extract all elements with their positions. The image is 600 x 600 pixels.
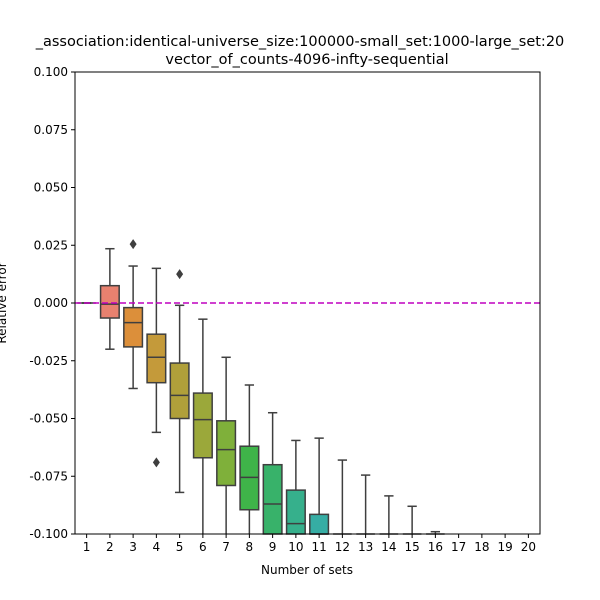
axes-border	[74, 71, 541, 535]
x-tick-label: 10	[288, 540, 303, 554]
plot-area	[75, 72, 540, 534]
x-tick-label: 8	[246, 540, 254, 554]
box	[146, 333, 167, 384]
y-tick-label: 0.100	[34, 65, 68, 79]
x-tick-label: 17	[451, 540, 466, 554]
y-tick-label: 0.075	[34, 123, 68, 137]
x-tick-label: 19	[497, 540, 512, 554]
x-tick-label: 3	[129, 540, 137, 554]
y-tick-label: 0.025	[34, 238, 68, 252]
box-group-2	[99, 247, 120, 350]
box-group-4	[146, 267, 167, 468]
y-axis-label: Relative error	[0, 262, 9, 343]
box	[169, 362, 190, 420]
x-tick-label: 20	[521, 540, 536, 554]
box	[99, 284, 120, 319]
y-tick-label: -0.025	[29, 354, 68, 368]
box	[285, 489, 306, 535]
box-group-7	[216, 356, 237, 534]
box-group-9	[262, 411, 283, 535]
x-axis-label: Number of sets	[261, 563, 353, 577]
x-tick-label: 6	[199, 540, 207, 554]
y-tick-label: -0.050	[29, 412, 68, 426]
y-tick-label: 0.050	[34, 181, 68, 195]
x-tick-label: 1	[83, 540, 91, 554]
x-tick-label: 15	[404, 540, 419, 554]
chart-marks	[75, 239, 540, 535]
outlier-point	[129, 239, 137, 250]
x-tick-label: 2	[106, 540, 114, 554]
box	[123, 306, 144, 348]
box-group-3	[123, 239, 144, 390]
chart-title-line1: _association:identical-universe_size:100…	[35, 34, 565, 50]
x-tick-label: 14	[381, 540, 396, 554]
x-tick-label: 7	[222, 540, 230, 554]
x-tick-label: 16	[428, 540, 443, 554]
y-tick-label: -0.075	[29, 469, 68, 483]
box-group-10	[285, 439, 306, 535]
x-tick-label: 18	[474, 540, 489, 554]
box-group-8	[239, 384, 260, 534]
box	[216, 420, 237, 487]
x-tick-label: 11	[311, 540, 326, 554]
chart-title-line2: vector_of_counts-4096-infty-sequential	[165, 52, 448, 68]
y-tick-label: 0.000	[34, 296, 68, 310]
x-tick-label: 5	[176, 540, 184, 554]
axes-frame	[75, 72, 540, 534]
x-tick-label: 4	[153, 540, 161, 554]
x-tick-label: 13	[358, 540, 373, 554]
box-group-6	[192, 318, 213, 534]
box	[309, 513, 330, 535]
box	[192, 392, 213, 459]
outlier-point	[152, 457, 160, 468]
y-tick-label: -0.100	[29, 527, 68, 541]
outlier-point	[176, 269, 184, 280]
box-group-5	[169, 269, 190, 494]
x-tick-label: 12	[335, 540, 350, 554]
y-axis-ticks: 0.100 0.075 0.050 0.025 0.000 -0.025 -0.050 -0.…	[29, 65, 75, 541]
box	[262, 463, 283, 535]
x-axis-ticks: 1 2 3 4 5 6 7 8 9 10 11 12 13 14 15 16 17 18 19 20	[83, 534, 536, 554]
x-tick-label: 9	[269, 540, 277, 554]
